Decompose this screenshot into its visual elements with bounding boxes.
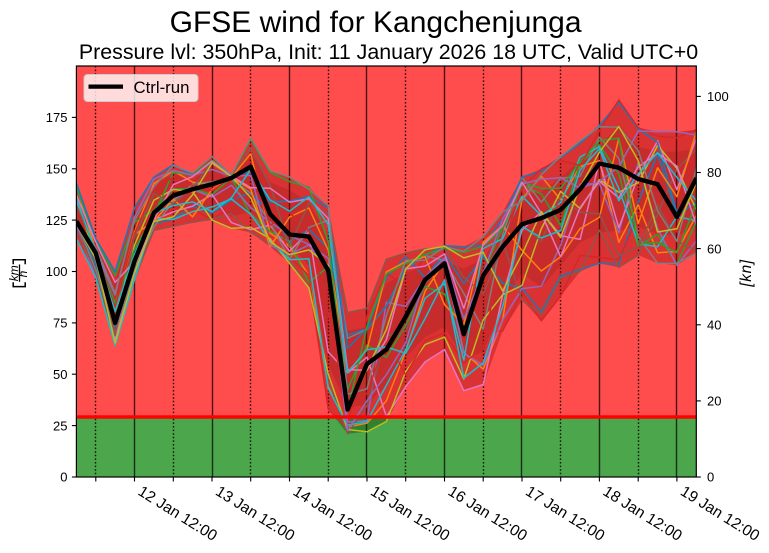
svg-text:80: 80 (707, 165, 721, 180)
svg-text:0: 0 (60, 470, 67, 485)
svg-text:175: 175 (46, 110, 68, 125)
svg-text:100: 100 (707, 89, 729, 104)
svg-text:Ctrl-run: Ctrl-run (134, 78, 190, 97)
svg-text:150: 150 (46, 161, 68, 176)
svg-text:75: 75 (53, 316, 67, 331)
svg-text:0: 0 (707, 470, 714, 485)
svg-text:60: 60 (707, 241, 721, 256)
svg-text:20: 20 (707, 394, 721, 409)
svg-text:25: 25 (53, 418, 67, 433)
svg-text:125: 125 (46, 213, 68, 228)
svg-text:h: h (16, 270, 30, 277)
svg-text:50: 50 (53, 367, 67, 382)
svg-text:GFSE wind for Kangchenjunga: GFSE wind for Kangchenjunga (170, 6, 582, 39)
svg-text:100: 100 (46, 264, 68, 279)
svg-text:[kn]: [kn] (738, 259, 755, 287)
svg-text:Pressure lvl: 350hPa, Init: 11: Pressure lvl: 350hPa, Init: 11 January 2… (79, 40, 698, 64)
svg-text:km: km (7, 265, 21, 281)
svg-text:40: 40 (707, 317, 721, 332)
